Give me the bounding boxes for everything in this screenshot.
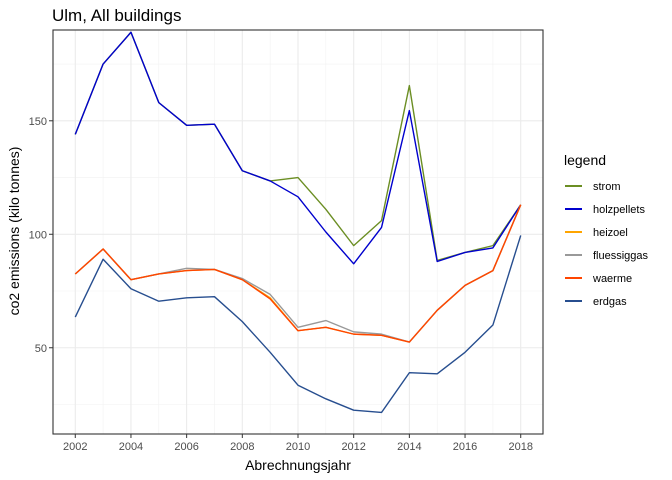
x-tick-label: 2012: [341, 441, 365, 453]
series-lines: [74, 31, 522, 414]
y-tick-label: 150: [29, 116, 47, 128]
y-tick-label: 100: [29, 229, 47, 241]
legend-item-strom: strom: [565, 181, 621, 193]
legend-title: legend: [564, 152, 606, 168]
legend-label-strom: strom: [593, 181, 621, 193]
x-tick-label: 2002: [63, 441, 87, 453]
x-tick-label: 2014: [397, 441, 421, 453]
series-line-waerme: [74, 204, 522, 343]
x-tick-label: 2018: [508, 441, 532, 453]
legend-label-holzpellets: holzpellets: [593, 204, 645, 216]
legend-label-fluessiggas: fluessiggas: [593, 250, 649, 262]
chart-title: Ulm, All buildings: [52, 6, 181, 25]
y-axis-title: co2 emissions (kilo tonnes): [6, 147, 22, 316]
x-tick-label: 2010: [286, 441, 310, 453]
legend-label-erdgas: erdgas: [593, 296, 627, 308]
legend: legend strom holzpellets heizoel fluessigga…: [564, 152, 649, 308]
x-tick-label: 2006: [174, 441, 198, 453]
x-axis: 2002 2004 2006 2008 2010 2012 2014 2016 2018: [63, 434, 533, 453]
x-tick-label: 2016: [453, 441, 477, 453]
legend-label-waerme: waerme: [592, 273, 632, 285]
legend-item-holzpellets: holzpellets: [565, 204, 645, 216]
x-tick-label: 2008: [230, 441, 254, 453]
legend-item-heizoel: heizoel: [565, 227, 628, 239]
legend-item-fluessiggas: fluessiggas: [565, 250, 649, 262]
series-line-holzpellets: [74, 31, 522, 265]
y-tick-label: 50: [35, 343, 47, 355]
x-tick-label: 2004: [119, 441, 143, 453]
legend-item-erdgas: erdgas: [565, 296, 627, 308]
legend-item-waerme: waerme: [565, 273, 632, 285]
legend-label-heizoel: heizoel: [593, 227, 628, 239]
y-axis: 50 100 150: [29, 116, 53, 355]
x-axis-title: Abrechnungsjahr: [245, 457, 351, 473]
series-line-erdgas: [74, 235, 522, 414]
